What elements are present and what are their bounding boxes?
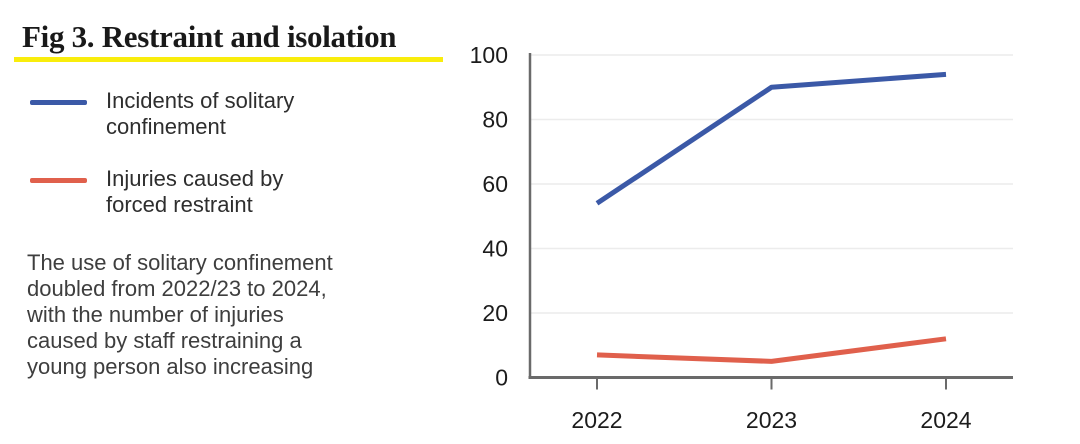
- title-underline: [14, 57, 443, 62]
- y-tick-label: 100: [470, 42, 508, 68]
- legend-item-solitary-confinement: Incidents of solitary confinement: [30, 88, 294, 140]
- series-line-0: [595, 71, 947, 206]
- legend-label-solitary-confinement: Incidents of solitary confinement: [106, 88, 295, 139]
- y-tick-label: 80: [482, 107, 508, 133]
- legend-item-forced-restraint: Injuries caused by forced restraint: [30, 166, 283, 218]
- legend-label-forced-restraint: Injuries caused by forced restraint: [106, 166, 284, 217]
- x-tick-label: 2023: [746, 407, 797, 433]
- x-tick-label: 2022: [571, 407, 622, 433]
- left-panel: Fig 3. Restraint and isolation Incidents…: [0, 0, 460, 439]
- y-tick-label: 20: [482, 300, 508, 326]
- figure-title: Fig 3. Restraint and isolation: [22, 19, 397, 54]
- x-tick-label: 2024: [920, 407, 971, 433]
- line-chart: 0 20 40 60 80 100 2022 2023 2024: [470, 42, 1013, 433]
- legend-line-swatch-red: [30, 178, 87, 183]
- figure-note: The use of solitary confinement doubled …: [27, 250, 333, 379]
- series-line-1: [596, 336, 947, 364]
- legend-line-swatch-blue: [30, 100, 87, 105]
- y-tick-label: 0: [495, 365, 508, 391]
- y-tick-label: 60: [482, 171, 508, 197]
- y-tick-label: 40: [482, 236, 508, 262]
- line-chart-area: 0 20 40 60 80 100 2022 2023 2024: [460, 0, 1080, 439]
